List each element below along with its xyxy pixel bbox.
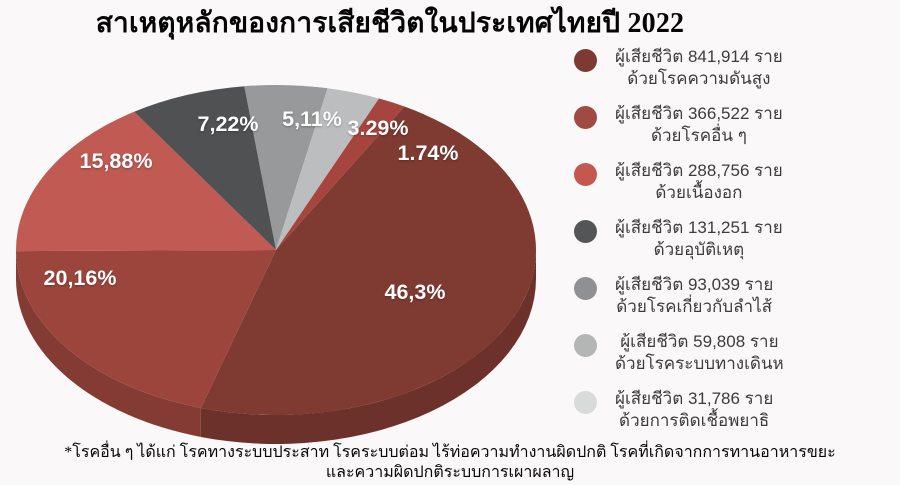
- pie-slice-5: [16, 111, 276, 252]
- legend-line1: ผู้เสียชีวิต 59,808 ราย: [620, 332, 779, 351]
- pie-slice-3: [200, 106, 536, 415]
- legend: ผู้เสียชีวิต 841,914 ราย ด้วยโรคความดันส…: [574, 46, 874, 445]
- pie-slice-label-3: 46,3%: [385, 280, 446, 304]
- legend-line2: ด้วยเนื้องอก: [655, 183, 743, 202]
- legend-swatch-gray: [574, 277, 597, 300]
- pie-side-3: [200, 250, 537, 444]
- pie-slice-label-0: 5,11%: [282, 107, 342, 131]
- pie-slice-label-2: 1.74%: [398, 141, 459, 165]
- legend-line2: ด้วยโรคความดันสูง: [627, 69, 771, 88]
- pie-slice-4: [16, 250, 277, 408]
- footnote-line1: *โรคอื่น ๆ ได้แก่ โรคทางระบบประสาท โรคระ…: [64, 444, 836, 461]
- legend-line2: ด้วยโรคระบบทางเดินห: [615, 354, 784, 373]
- legend-item-intestinal: ผู้เสียชีวิต 93,039 ราย ด้วยโรคเกี่ยวกับ…: [574, 274, 874, 318]
- legend-swatch-light-red: [574, 163, 597, 186]
- legend-swatch-dark-gray: [574, 220, 597, 243]
- legend-line1: ผู้เสียชีวิต 288,756 ราย: [615, 161, 783, 180]
- legend-line1: ผู้เสียชีวิต 366,522 ราย: [615, 104, 783, 123]
- legend-line1: ผู้เสียชีวิต 841,914 ราย: [615, 47, 783, 66]
- legend-item-parasite: ผู้เสียชีวิต 31,786 ราย ด้วยการติดเชื้อพ…: [574, 388, 874, 432]
- legend-line2: ด้วยอุบัติเหตุ: [653, 240, 745, 259]
- legend-line1: ผู้เสียชีวิต 31,786 ราย: [615, 389, 774, 408]
- pie-slice-6: [134, 86, 276, 250]
- legend-swatch-red: [574, 106, 597, 129]
- pie-side-4: [16, 251, 201, 437]
- pie-slice-label-1: 3.29%: [348, 116, 409, 140]
- pie-slice-label-5: 15,88%: [80, 149, 153, 173]
- legend-item-other-diseases: ผู้เสียชีวิต 366,522 ราย ด้วยโรคอื่น ๆ: [574, 103, 874, 147]
- pie-slice-label-6: 7,22%: [198, 112, 259, 136]
- legend-item-respiratory: ผู้เสียชีวิต 59,808 ราย ด้วยโรคระบบทางเด…: [574, 331, 874, 375]
- footnote: *โรคอื่น ๆ ได้แก่ โรคทางระบบประสาท โรคระ…: [0, 443, 900, 483]
- legend-line1: ผู้เสียชีวิต 93,039 ราย: [615, 275, 774, 294]
- legend-swatch-dark-maroon: [574, 49, 597, 72]
- legend-swatch-light-gray: [574, 334, 597, 357]
- legend-item-hypertension: ผู้เสียชีวิต 841,914 ราย ด้วยโรคความดันส…: [574, 46, 874, 90]
- pie-slice-1: [276, 88, 379, 251]
- legend-item-accidents: ผู้เสียชีวิต 131,251 ราย ด้วยอุบัติเหตุ: [574, 217, 874, 261]
- pie-slice-0: [244, 84, 328, 250]
- pie-slice-2: [276, 98, 405, 251]
- legend-line2: ด้วยโรคอื่น ๆ: [650, 126, 747, 145]
- pie-slice-label-4: 20,16%: [44, 266, 117, 290]
- legend-swatch-pale-gray: [574, 391, 597, 414]
- chart-title: สาเหตุหลักของการเสียชีวิตในประเทศไทยปี 2…: [95, 8, 685, 39]
- legend-line2: ด้วยการติดเชื้อพยาธิ: [619, 411, 770, 430]
- footnote-line2: และความผิดปกติระบบการเผาผลาญ: [325, 464, 575, 481]
- legend-line2: ด้วยโรคเกี่ยวกับลำไส้: [616, 297, 773, 316]
- legend-line1: ผู้เสียชีวิต 131,251 ราย: [615, 218, 783, 237]
- legend-item-tumor: ผู้เสียชีวิต 288,756 ราย ด้วยเนื้องอก: [574, 160, 874, 204]
